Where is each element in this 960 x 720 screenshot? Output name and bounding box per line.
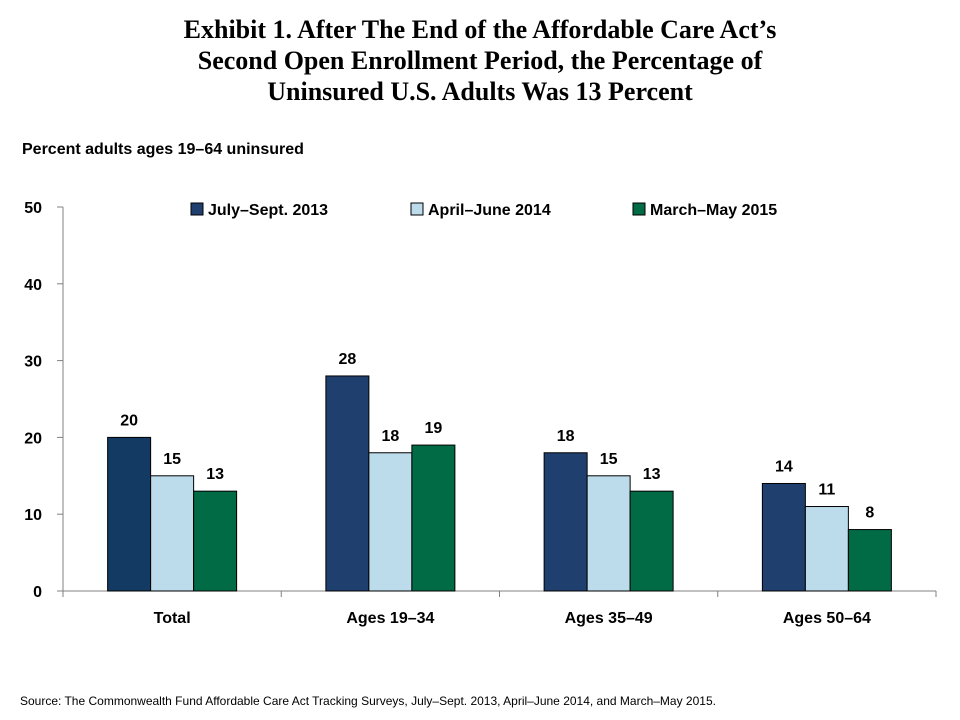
category-label: Ages 19–34 [346, 610, 434, 627]
data-label: 14 [775, 458, 793, 475]
legend-swatch [632, 202, 646, 216]
category-label: Total [154, 610, 191, 627]
data-label: 13 [643, 466, 661, 483]
legend-swatch [410, 202, 424, 216]
data-label: 11 [818, 482, 835, 499]
y-tick-label: 50 [24, 200, 42, 217]
bar [325, 375, 370, 592]
category-label: Ages 35–49 [565, 610, 653, 627]
legend-label: March–May 2015 [650, 202, 777, 219]
chart-title-line-1: Exhibit 1. After The End of the Affordab… [183, 15, 777, 44]
y-tick-label: 20 [24, 430, 42, 447]
y-tick-label: 10 [24, 507, 42, 524]
bar [629, 490, 674, 592]
bar [193, 490, 238, 592]
bar [543, 452, 588, 592]
source-note: Source: The Commonwealth Fund Affordable… [20, 694, 716, 708]
data-label: 8 [865, 505, 874, 522]
chart-title-line-2: Second Open Enrollment Period, the Perce… [197, 46, 763, 75]
category-label: Ages 50–64 [783, 610, 871, 627]
data-label: 15 [600, 451, 618, 468]
bar [847, 529, 892, 592]
data-label: 28 [338, 351, 356, 368]
data-label: 13 [206, 466, 224, 483]
chart-title: Exhibit 1. After The End of the Affordab… [40, 14, 920, 107]
bar [107, 436, 152, 592]
bar [411, 444, 456, 592]
data-label: 19 [424, 420, 442, 437]
chart-title-line-3: Uninsured U.S. Adults Was 13 Percent [267, 77, 693, 106]
y-tick-label: 0 [33, 584, 42, 601]
bar [368, 452, 413, 592]
legend-label: April–June 2014 [428, 202, 551, 219]
data-label: 18 [381, 428, 399, 445]
data-label: 18 [557, 428, 575, 445]
y-tick-label: 30 [24, 354, 42, 371]
y-tick-label: 40 [24, 277, 42, 294]
legend-label: July–Sept. 2013 [208, 202, 328, 219]
data-label: 20 [120, 412, 138, 429]
y-axis-label: Percent adults ages 19–64 uninsured [22, 141, 304, 158]
data-label: 15 [163, 451, 181, 468]
bar [586, 475, 631, 592]
bar [804, 506, 849, 592]
legend-swatch [190, 202, 204, 216]
bar [761, 482, 806, 592]
bar [150, 475, 195, 592]
